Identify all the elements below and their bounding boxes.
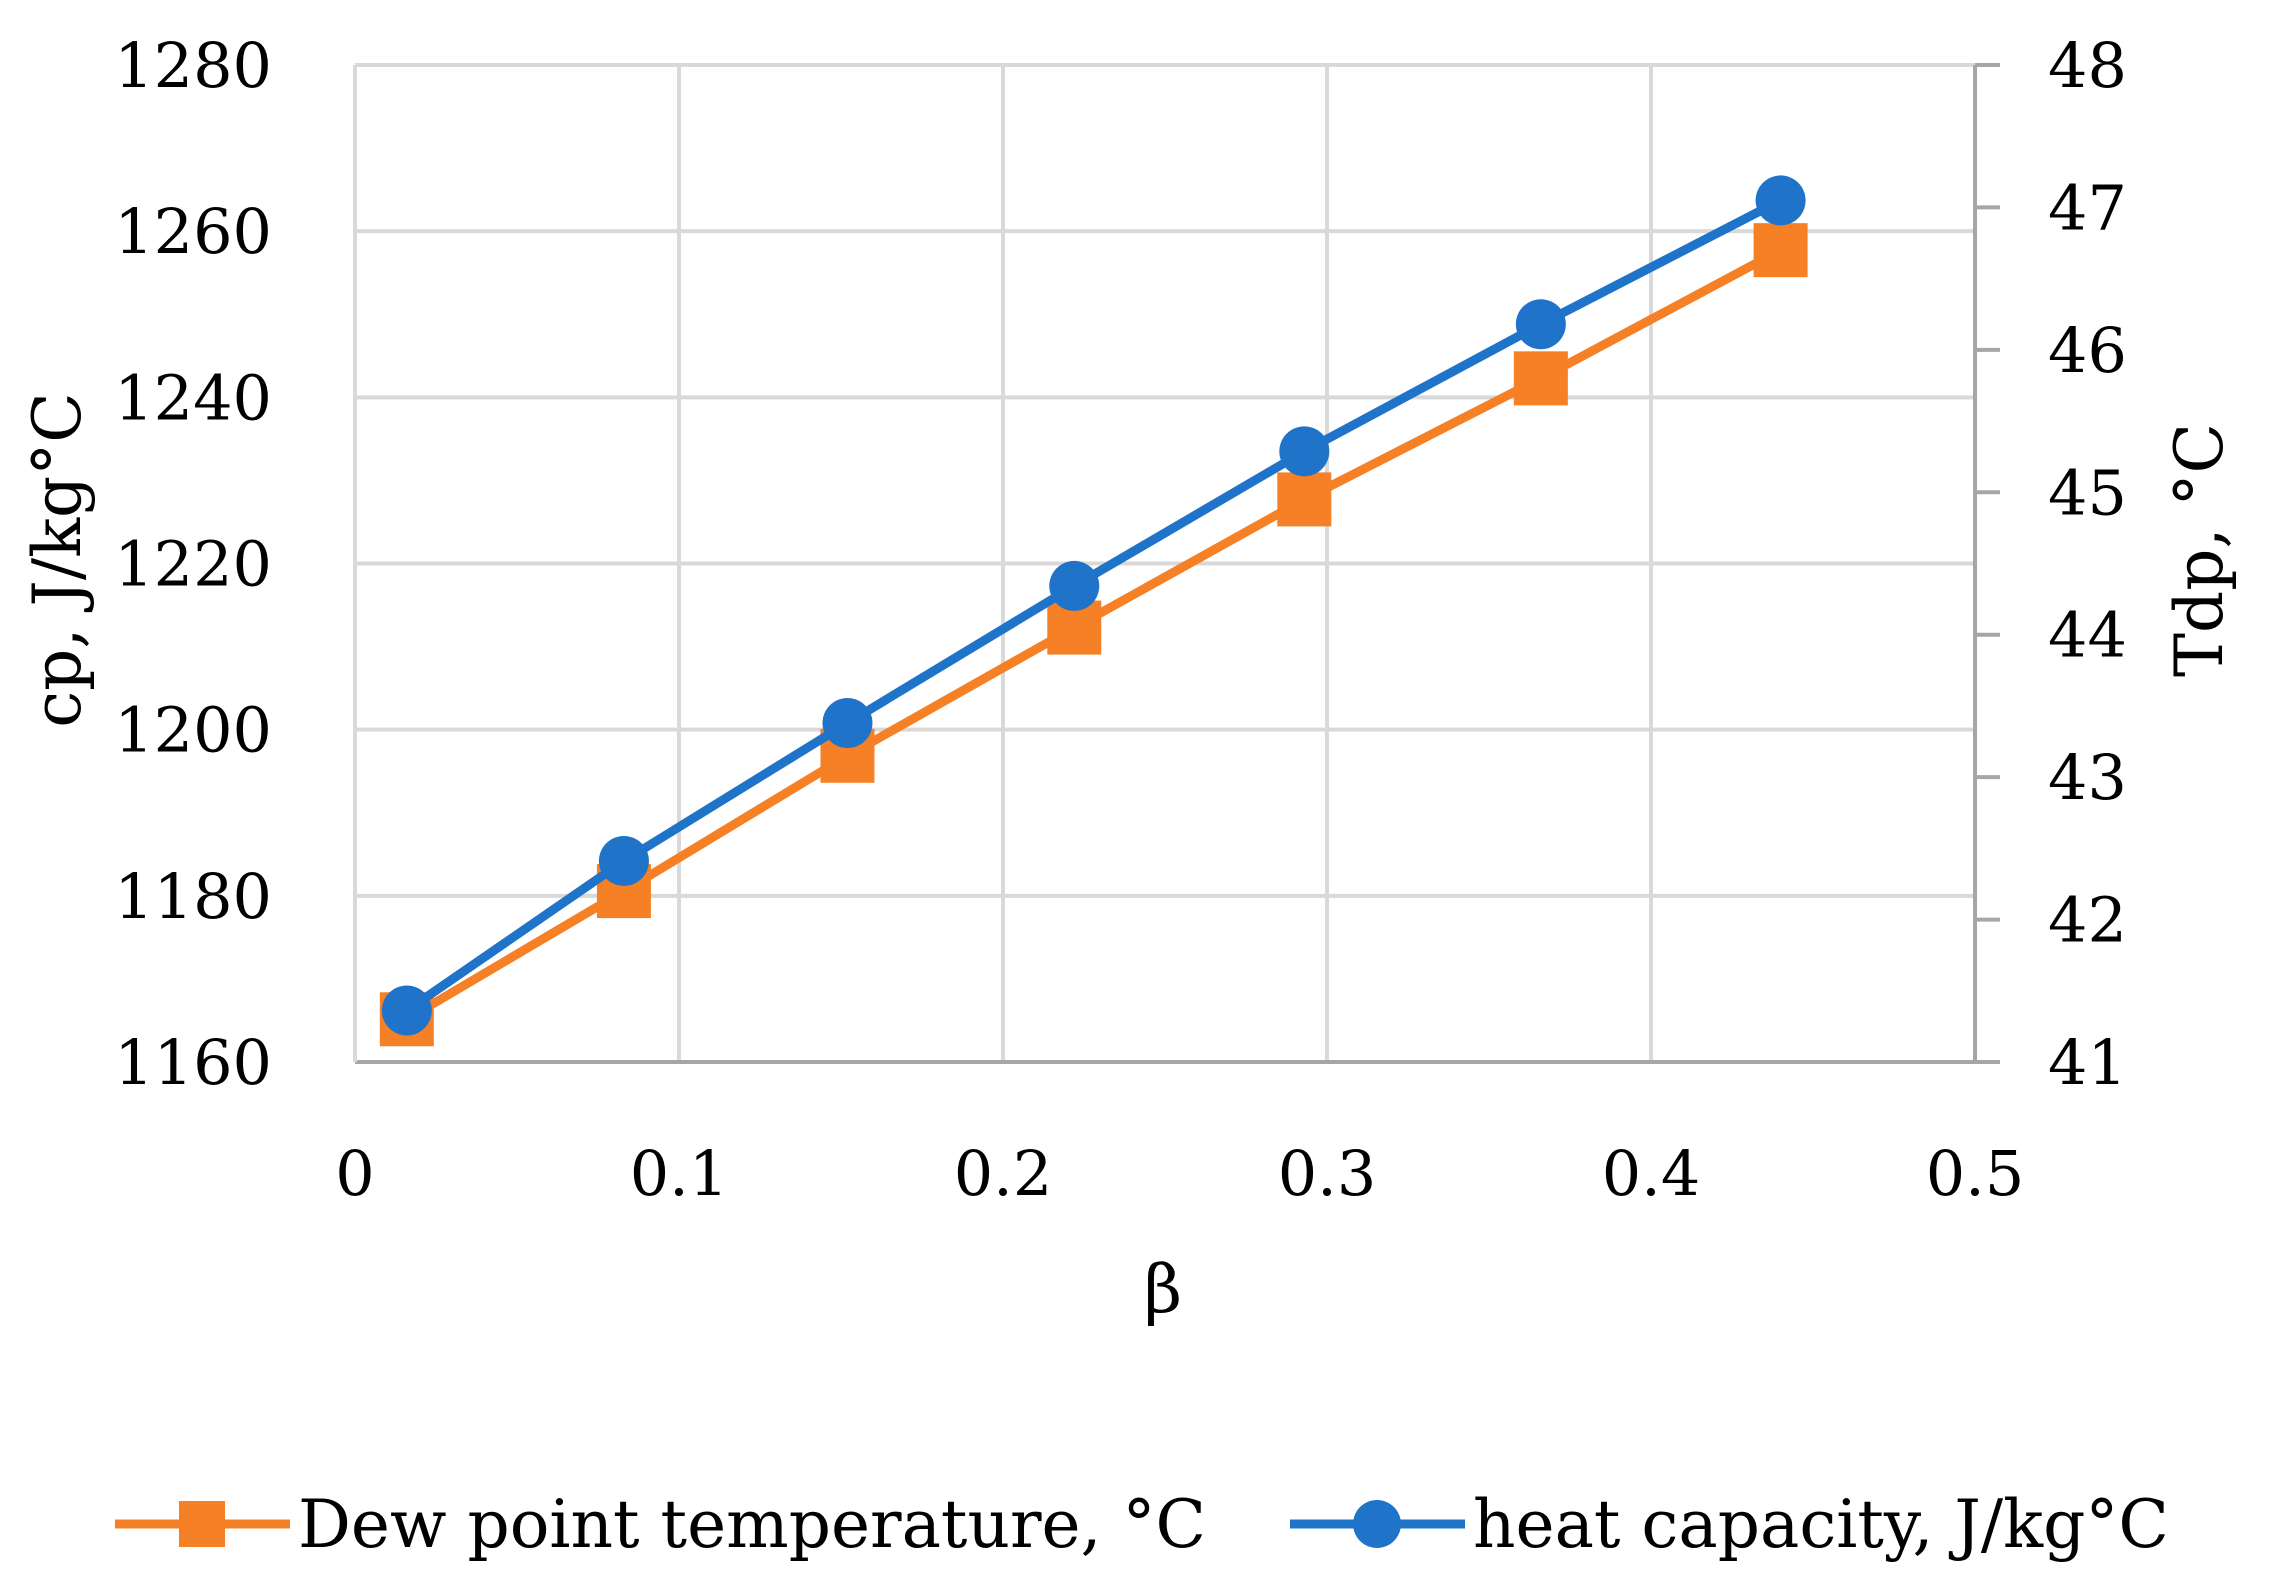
- y-right-axis-title: Tdp, °C: [2161, 423, 2238, 677]
- x-tick-label: 0: [335, 1137, 374, 1210]
- y-right-tick-label: 47: [2048, 171, 2127, 244]
- data-point-heat-capacity: [381, 985, 432, 1036]
- series-layer: [379, 175, 1808, 1047]
- data-point-heat-capacity: [598, 835, 649, 886]
- data-point-dew-point: [1753, 223, 1808, 278]
- legend-item-heat-capacity[interactable]: heat capacity, J/kg°C: [1290, 1486, 2169, 1563]
- y-left-axis-title: cp, J/kg°C: [19, 392, 96, 728]
- axes: [353, 63, 2000, 1064]
- legend-marker-square: [179, 1501, 225, 1547]
- y-right-tick-label: 48: [2048, 29, 2127, 102]
- y-right-tick-label: 46: [2048, 314, 2127, 387]
- data-point-heat-capacity: [1755, 175, 1806, 226]
- y-left-tick-label: 1160: [114, 1026, 272, 1099]
- x-axis-title: β: [1144, 1251, 1182, 1328]
- data-point-heat-capacity: [1049, 560, 1100, 611]
- x-tick-label: 0.2: [954, 1137, 1053, 1210]
- data-point-heat-capacity: [822, 698, 873, 749]
- legend-item-dew-point[interactable]: Dew point temperature, °C: [115, 1486, 1206, 1563]
- y-right-tick-label: 41: [2048, 1026, 2127, 1099]
- tick-labels: 0 0.1 0.2 0.3 0.4 0.5 1160 1180 1200 1220 1240 1260…: [114, 29, 2127, 1210]
- y-left-tick-label: 1180: [114, 860, 272, 933]
- y-left-tick-label: 1240: [114, 361, 272, 434]
- legend: Dew point temperature, °C heat capacity,…: [115, 1486, 2169, 1563]
- x-tick-label: 0.3: [1278, 1137, 1377, 1210]
- x-tick-label: 0.1: [630, 1137, 729, 1210]
- legend-marker-circle: [1353, 1500, 1401, 1548]
- data-point-dew-point: [1277, 472, 1332, 527]
- legend-label-dew-point: Dew point temperature, °C: [298, 1486, 1206, 1563]
- y-right-tick-label: 45: [2048, 456, 2127, 529]
- x-tick-label: 0.4: [1602, 1137, 1701, 1210]
- y-left-tick-label: 1260: [114, 195, 272, 268]
- y-right-tick-label: 42: [2048, 884, 2127, 957]
- y-right-tick-label: 43: [2048, 741, 2127, 814]
- data-point-heat-capacity: [1279, 426, 1330, 477]
- y-left-tick-label: 1200: [114, 694, 272, 767]
- x-tick-label: 0.5: [1926, 1137, 2025, 1210]
- y-right-tick-label: 44: [2048, 599, 2127, 672]
- y-left-tick-label: 1220: [114, 528, 272, 601]
- data-point-dew-point: [1513, 351, 1568, 406]
- legend-label-heat-capacity: heat capacity, J/kg°C: [1473, 1486, 2169, 1563]
- y-left-tick-label: 1280: [114, 29, 272, 102]
- data-point-heat-capacity: [1515, 299, 1566, 350]
